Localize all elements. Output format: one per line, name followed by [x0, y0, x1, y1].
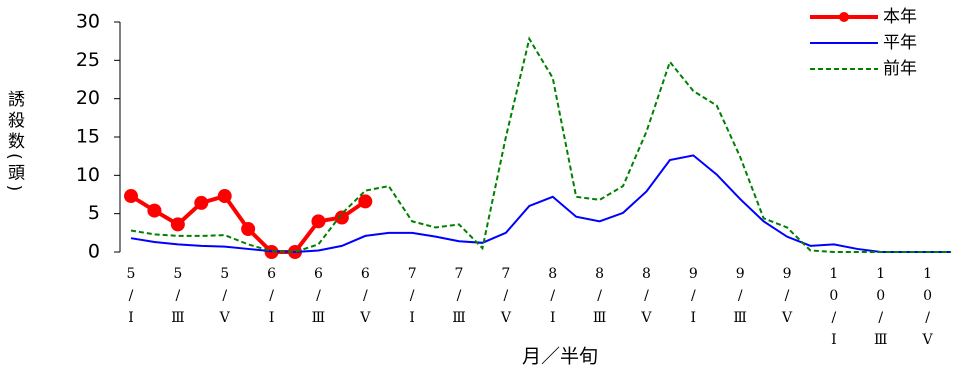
y-tick-label: 5: [88, 202, 100, 224]
y-tick-label: 15: [76, 126, 100, 148]
y-tick-label: 25: [76, 49, 100, 71]
legend-label: 平年: [883, 33, 917, 53]
y-tick-label: 30: [76, 11, 100, 33]
y-tick-label: 0: [88, 241, 100, 263]
x-tick-label: 6/Ⅰ: [264, 266, 280, 332]
x-tick-label: 6/Ⅲ: [310, 266, 326, 332]
x-tick-label: 6/Ⅴ: [357, 266, 373, 332]
data-point: [194, 195, 209, 210]
y-tick-label: 20: [76, 87, 100, 109]
x-tick-label: 10/Ⅲ: [873, 266, 889, 354]
data-point: [217, 189, 232, 204]
legend-label: 前年: [883, 59, 917, 79]
x-tick-label: 8/Ⅲ: [592, 266, 608, 332]
x-tick-label: 5/Ⅰ: [123, 266, 139, 332]
x-tick-label: 8/Ⅰ: [545, 266, 561, 332]
x-tick-label: 7/Ⅴ: [498, 266, 514, 332]
legend-marker: [839, 12, 849, 22]
x-tick-label: 5/Ⅲ: [170, 266, 186, 332]
data-point: [241, 222, 256, 236]
x-tick-label: 9/Ⅴ: [779, 266, 795, 332]
data-point: [124, 189, 138, 204]
data-point: [334, 210, 349, 225]
x-tick-label: 7/Ⅲ: [451, 266, 467, 332]
x-tick-label: 5/Ⅴ: [217, 266, 233, 332]
x-tick-label: 9/Ⅰ: [685, 266, 701, 332]
y-tick-label: 10: [76, 164, 100, 186]
x-tick-label: 10/Ⅴ: [920, 266, 936, 354]
data-point: [170, 217, 185, 232]
data-point: [358, 194, 373, 209]
x-tick-label: 9/Ⅲ: [732, 266, 748, 332]
legend-label: 本年: [883, 7, 917, 27]
x-axis-label: 月／半旬: [522, 346, 598, 368]
series-line: [130, 36, 952, 254]
x-tick-label: 7/Ⅰ: [404, 266, 420, 332]
data-point: [147, 203, 162, 218]
x-tick-label: 10/Ⅰ: [826, 266, 842, 354]
y-axis-label: 誘殺数(頭): [4, 90, 25, 195]
data-point: [311, 214, 326, 229]
x-tick-label: 8/Ⅴ: [638, 266, 654, 332]
